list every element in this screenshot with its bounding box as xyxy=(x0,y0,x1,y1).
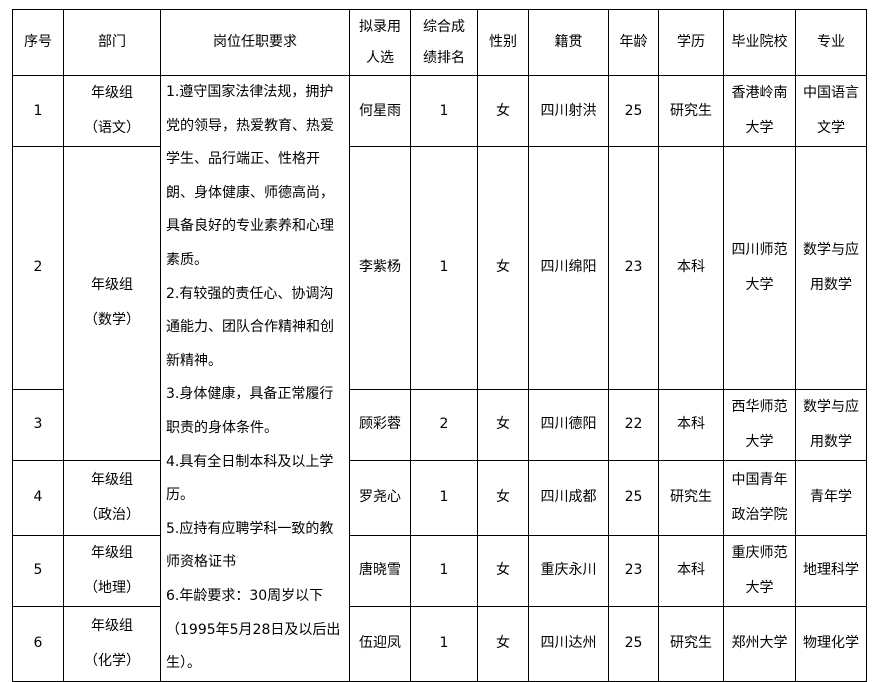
header-row: 序号 部门 岗位任职要求 拟录用 人选 综合成 绩排名 性别 籍贯 年龄 学历 … xyxy=(12,9,867,76)
cell-age: 23 xyxy=(608,146,659,390)
cell-major: 数学与应 用数学 xyxy=(795,146,867,390)
cell-seq: 2 xyxy=(12,146,64,390)
cell-age: 25 xyxy=(608,605,659,682)
cell-age: 23 xyxy=(608,534,659,607)
cell-education: 本科 xyxy=(658,388,724,461)
cell-school: 四川师范 大学 xyxy=(723,146,796,390)
header-hometown: 籍贯 xyxy=(528,9,609,76)
header-gender: 性别 xyxy=(477,9,529,76)
cell-school: 西华师范 大学 xyxy=(723,388,796,461)
cell-major: 中国语言 文学 xyxy=(795,75,867,147)
cell-hometown: 四川德阳 xyxy=(528,388,609,461)
cell-candidate: 罗尧心 xyxy=(349,459,411,536)
cell-requirements: 1.遵守国家法律法规，拥护党的领导，热爱教育、热爱学生、品行端正、性格开朗、身体… xyxy=(160,75,350,682)
table-row: 5 年级组 （地理） 唐晓雪 1 女 重庆永川 23 本科 重庆师范 大学 地理… xyxy=(12,534,867,607)
cell-hometown: 四川绵阳 xyxy=(528,146,609,390)
cell-school: 郑州大学 xyxy=(723,605,796,682)
cell-education: 研究生 xyxy=(658,605,724,682)
cell-hometown: 四川达州 xyxy=(528,605,609,682)
cell-age: 22 xyxy=(608,388,659,461)
cell-education: 本科 xyxy=(658,146,724,390)
table-row: 1 年级组 （语文） 1.遵守国家法律法规，拥护党的领导，热爱教育、热爱学生、品… xyxy=(12,75,867,682)
cell-major: 青年学 xyxy=(795,459,867,536)
cell-candidate: 李紫杨 xyxy=(349,146,411,390)
cell-major: 物理化学 xyxy=(795,605,867,682)
cell-education: 本科 xyxy=(658,534,724,607)
cell-education: 研究生 xyxy=(658,75,724,147)
cell-dept: 年级组 （化学） xyxy=(63,605,161,682)
cell-school: 重庆师范 大学 xyxy=(723,534,796,607)
cell-rank: 1 xyxy=(410,75,478,147)
cell-seq: 4 xyxy=(12,459,64,536)
cell-seq: 3 xyxy=(12,388,64,461)
header-dept: 部门 xyxy=(63,9,161,76)
header-seq: 序号 xyxy=(12,9,64,76)
cell-dept: 年级组 （政治） xyxy=(63,459,161,536)
cell-seq: 1 xyxy=(12,75,64,147)
header-school: 毕业院校 xyxy=(723,9,796,76)
cell-candidate: 顾彩蓉 xyxy=(349,388,411,461)
recruitment-table: 序号 部门 岗位任职要求 拟录用 人选 综合成 绩排名 性别 籍贯 年龄 学历 … xyxy=(12,9,867,682)
cell-gender: 女 xyxy=(477,534,529,607)
cell-rank: 2 xyxy=(410,388,478,461)
header-rank: 综合成 绩排名 xyxy=(410,9,478,76)
header-major: 专业 xyxy=(795,9,867,76)
cell-rank: 1 xyxy=(410,605,478,682)
cell-school: 香港岭南 大学 xyxy=(723,75,796,147)
cell-dept: 年级组 （语文） xyxy=(63,75,161,147)
cell-gender: 女 xyxy=(477,75,529,147)
cell-hometown: 重庆永川 xyxy=(528,534,609,607)
cell-candidate: 伍迎凤 xyxy=(349,605,411,682)
cell-rank: 1 xyxy=(410,534,478,607)
header-candidate: 拟录用 人选 xyxy=(349,9,411,76)
header-age: 年龄 xyxy=(608,9,659,76)
cell-rank: 1 xyxy=(410,459,478,536)
cell-gender: 女 xyxy=(477,388,529,461)
header-requirements: 岗位任职要求 xyxy=(160,9,350,76)
table-row: 2 年级组 （数学） 李紫杨 1 女 四川绵阳 23 本科 四川师范 大学 数学… xyxy=(12,146,867,461)
cell-rank: 1 xyxy=(410,146,478,390)
header-education: 学历 xyxy=(658,9,724,76)
cell-dept: 年级组 （数学） xyxy=(63,146,161,461)
cell-seq: 5 xyxy=(12,534,64,607)
cell-age: 25 xyxy=(608,75,659,147)
cell-gender: 女 xyxy=(477,459,529,536)
cell-candidate: 何星雨 xyxy=(349,75,411,147)
cell-age: 25 xyxy=(608,459,659,536)
table-row: 6 年级组 （化学） 伍迎凤 1 女 四川达州 25 研究生 郑州大学 物理化学 xyxy=(12,605,867,682)
cell-hometown: 四川成都 xyxy=(528,459,609,536)
cell-candidate: 唐晓雪 xyxy=(349,534,411,607)
document-sheet: 序号 部门 岗位任职要求 拟录用 人选 综合成 绩排名 性别 籍贯 年龄 学历 … xyxy=(12,9,867,682)
cell-dept: 年级组 （地理） xyxy=(63,534,161,607)
cell-school: 中国青年 政治学院 xyxy=(723,459,796,536)
table-row: 3 顾彩蓉 2 女 四川德阳 22 本科 西华师范 大学 数学与应 用数学 xyxy=(12,388,867,461)
cell-hometown: 四川射洪 xyxy=(528,75,609,147)
cell-gender: 女 xyxy=(477,605,529,682)
cell-major: 地理科学 xyxy=(795,534,867,607)
cell-education: 研究生 xyxy=(658,459,724,536)
table-row: 4 年级组 （政治） 罗尧心 1 女 四川成都 25 研究生 中国青年 政治学院… xyxy=(12,459,867,536)
cell-gender: 女 xyxy=(477,146,529,390)
cell-seq: 6 xyxy=(12,605,64,682)
cell-major: 数学与应 用数学 xyxy=(795,388,867,461)
